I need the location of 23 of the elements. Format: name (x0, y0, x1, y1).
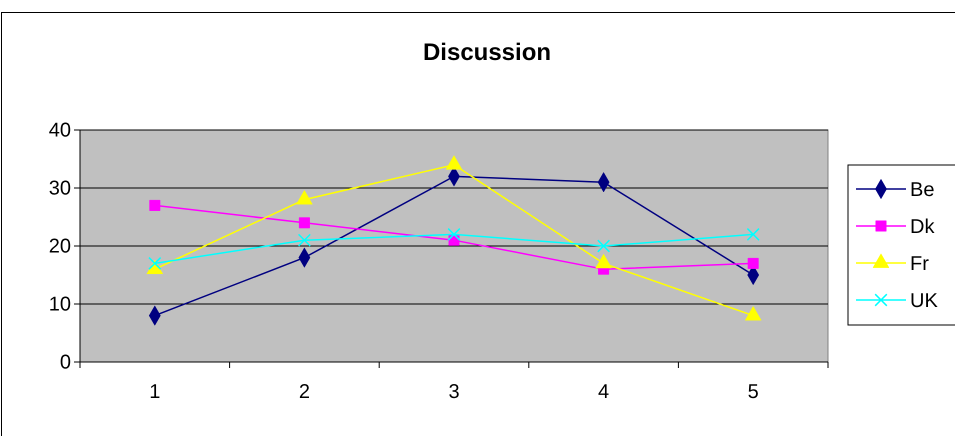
point (298, 217, 310, 228)
y-tick-label: 30 (48, 177, 71, 200)
x-tick-label: 1 (149, 381, 160, 404)
y-tick-label: 20 (48, 235, 71, 258)
x-tick-label: 3 (448, 381, 460, 404)
legend-label: UK (910, 290, 938, 312)
chart-title: Discussion (422, 39, 552, 66)
point (748, 258, 759, 269)
y-tick-label: 40 (48, 119, 71, 142)
legend-label: Dk (910, 216, 936, 238)
legend-label: Be (910, 179, 934, 201)
x-tick-label: 5 (748, 381, 759, 404)
point (597, 239, 610, 253)
legend-label: Fr (910, 253, 930, 275)
point (148, 256, 162, 270)
x-tick-label: 4 (598, 381, 610, 404)
point (298, 234, 311, 247)
point (447, 228, 461, 241)
y-tick-label: 0 (60, 351, 71, 374)
y-tick-label: 10 (48, 293, 71, 316)
x-tick-label: 2 (298, 381, 310, 404)
point (149, 200, 160, 211)
point (746, 228, 760, 241)
